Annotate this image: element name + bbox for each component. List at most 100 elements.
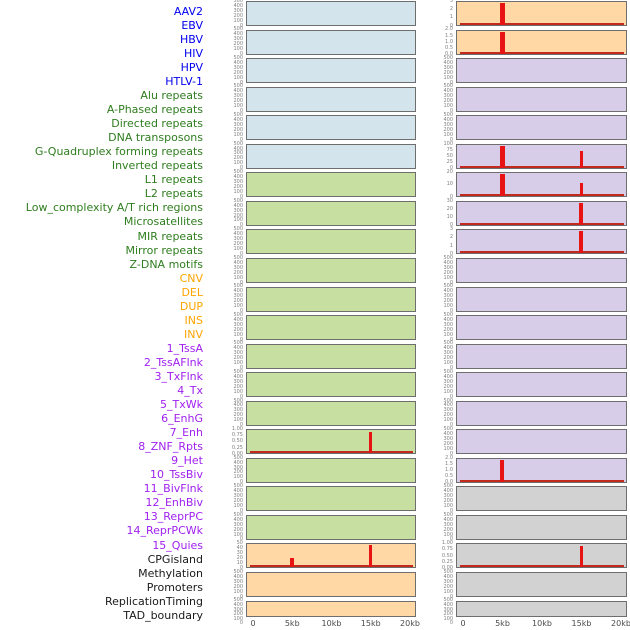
signal-baseline-Microsatellites	[250, 451, 413, 454]
y-tick: 400	[233, 288, 243, 295]
panel-Mirror repeats	[246, 486, 416, 512]
y-tick: 100	[233, 502, 243, 509]
y-tick: 300	[233, 150, 243, 157]
panel-CPGisland	[456, 486, 627, 512]
y-axis-Microsatellites: 1.00 0.75 0.50 0.25 0.00	[204, 427, 243, 456]
panel-15_Quies	[456, 457, 627, 483]
y-tick: 500	[443, 83, 453, 90]
track-label-MIR repeats: MIR repeats	[137, 229, 203, 243]
y-tick: 400	[233, 601, 243, 608]
y-tick: 400	[443, 116, 453, 123]
y-tick: 0	[239, 336, 243, 343]
panel-6_EnhG	[456, 200, 627, 226]
y-axis-L2 repeats: 500 400 300 200 100 0	[204, 370, 243, 399]
panel-Alu repeats	[246, 172, 416, 198]
track-label-INS: INS	[184, 313, 203, 327]
y-tick: 0	[449, 507, 453, 514]
y-axis-HTLV-1: 500 400 300 200 100 0	[204, 141, 243, 171]
panel-L1 repeats	[246, 343, 416, 369]
y-tick: 50	[446, 152, 453, 159]
y-tick: 500	[233, 454, 243, 461]
y-tick: 200	[233, 41, 243, 48]
y-tick: 0	[449, 165, 453, 172]
y-tick: 200	[443, 383, 453, 390]
track-label-L2 repeats: L2 repeats	[144, 187, 203, 201]
y-tick: 400	[443, 373, 453, 380]
panel-Low_complexity A/T rich regions	[246, 400, 416, 426]
y-tick: 400	[233, 488, 243, 495]
panel-Methylation	[456, 514, 627, 540]
track-label-TAD_boundary: TAD_boundary	[123, 608, 203, 622]
y-axis-10_TssBiv: 500 400 300 200 100 0	[414, 313, 453, 342]
y-axis-14_ReprPCWk: 500 400 300 200 100 0	[414, 427, 453, 456]
panel-8_ZNF_Rpts	[456, 257, 627, 283]
y-axis-5_TxWk: 20 10 0	[414, 170, 453, 199]
y-tick: 400	[233, 231, 243, 238]
y-tick: 300	[443, 378, 453, 385]
y-tick: 500	[233, 112, 243, 118]
y-tick: 100	[443, 417, 453, 424]
signal-spike-CNV-15kb	[368, 545, 372, 568]
y-tick: 400	[233, 259, 243, 266]
panel-2_TssAFlnk	[456, 86, 627, 112]
signal-spike-4_Tx-15kb	[579, 150, 583, 168]
panel-DUP	[246, 600, 416, 617]
y-tick: 500	[443, 597, 453, 604]
y-tick: 1.5	[445, 32, 453, 39]
x-tick-label-right-5kb: 5kb	[495, 619, 510, 628]
y-tick: 500	[443, 568, 453, 575]
y-axis-A-Phased repeats: 500 400 300 200 100 0	[204, 198, 243, 228]
track-label-Alu repeats: Alu repeats	[140, 89, 203, 103]
y-axis-DNA transposons: 500 400 300 200 100 0	[204, 254, 243, 285]
y-tick: 40	[236, 545, 243, 552]
y-tick: 0	[239, 536, 243, 543]
y-tick: 300	[443, 321, 453, 328]
y-tick: 300	[443, 493, 453, 500]
signal-spike-INV-5kb	[499, 31, 505, 54]
track-label-7_Enh: 7_Enh	[169, 426, 203, 440]
y-axis-MIR repeats: 500 400 300 200 100 0	[204, 454, 243, 485]
y-tick: 400	[233, 316, 243, 323]
y-tick: 500	[233, 0, 243, 4]
y-axis-Directed repeats: 500 400 300 200 100 0	[204, 227, 243, 256]
panel-Z-DNA motifs	[246, 514, 416, 540]
y-tick: 500	[233, 254, 243, 261]
y-tick: 400	[443, 316, 453, 323]
y-tick: 300	[233, 350, 243, 357]
y-tick: 0	[239, 136, 243, 143]
panel-4_Tx	[456, 143, 627, 169]
signal-baseline-15_Quies	[460, 479, 624, 482]
panel-14_ReprPCWk	[456, 429, 627, 455]
track-label-9_Het: 9_Het	[171, 454, 203, 468]
x-tick-label-left-5kb: 5kb	[284, 619, 300, 628]
y-tick: 300	[443, 407, 453, 414]
y-tick: 500	[233, 597, 243, 604]
y-tick: 3	[449, 226, 453, 233]
panel-Microsatellites	[246, 429, 416, 455]
y-tick: 200	[233, 241, 243, 248]
y-tick: 500	[233, 568, 243, 575]
y-tick: 100	[233, 160, 243, 167]
y-tick: 0.5	[445, 473, 453, 480]
signal-spike-6_EnhG-15kb	[579, 202, 583, 225]
y-tick: 500	[443, 426, 453, 433]
y-tick: 0.25	[231, 444, 243, 451]
y-tick: 200	[233, 69, 243, 76]
panel-12_EnhBiv	[456, 372, 627, 398]
y-tick: 500	[443, 368, 453, 375]
y-tick: 500	[443, 112, 453, 118]
y-tick: 200	[233, 611, 243, 618]
y-tick: 500	[443, 54, 453, 61]
y-tick: 1.00	[441, 540, 453, 547]
y-axis-G-Quadruplex forming repeats: 500 400 300 200 100 0	[204, 284, 243, 313]
track-label-DEL: DEL	[181, 285, 203, 299]
track-label-Directed repeats: Directed repeats	[111, 117, 203, 131]
y-axis-2_TssAFlnk: 500 400 300 200 100 0	[414, 84, 453, 113]
track-label-DUP: DUP	[179, 299, 203, 313]
y-axis-13_ReprPC: 500 400 300 200 100 0	[414, 398, 453, 428]
y-tick: 2.0	[445, 454, 453, 461]
y-tick: 100	[443, 360, 453, 367]
